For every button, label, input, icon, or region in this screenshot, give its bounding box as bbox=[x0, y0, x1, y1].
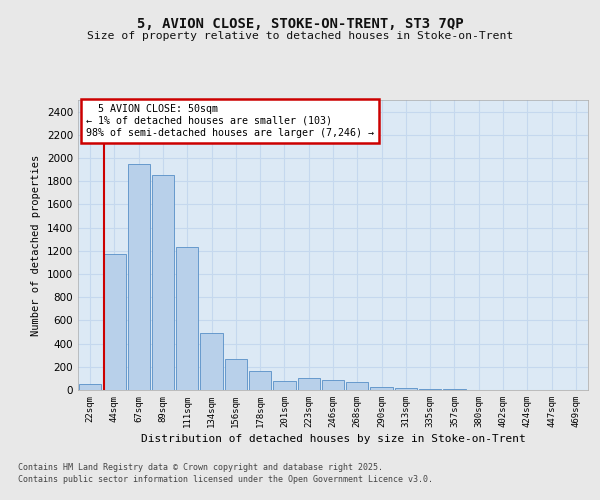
Bar bbox=[79, 384, 101, 390]
Bar bbox=[322, 380, 344, 390]
Text: 5, AVION CLOSE, STOKE-ON-TRENT, ST3 7QP: 5, AVION CLOSE, STOKE-ON-TRENT, ST3 7QP bbox=[137, 18, 463, 32]
Bar bbox=[128, 164, 150, 390]
X-axis label: Distribution of detached houses by size in Stoke-on-Trent: Distribution of detached houses by size … bbox=[140, 434, 526, 444]
Bar bbox=[176, 248, 199, 390]
Bar bbox=[103, 254, 125, 390]
Bar bbox=[298, 378, 320, 390]
Bar bbox=[224, 358, 247, 390]
Bar bbox=[346, 382, 368, 390]
Text: Size of property relative to detached houses in Stoke-on-Trent: Size of property relative to detached ho… bbox=[87, 31, 513, 41]
Text: Contains HM Land Registry data © Crown copyright and database right 2025.: Contains HM Land Registry data © Crown c… bbox=[18, 462, 383, 471]
Bar bbox=[200, 333, 223, 390]
Bar bbox=[395, 388, 417, 390]
Bar bbox=[370, 386, 393, 390]
Bar bbox=[152, 176, 174, 390]
Text: 5 AVION CLOSE: 50sqm
← 1% of detached houses are smaller (103)
98% of semi-detac: 5 AVION CLOSE: 50sqm ← 1% of detached ho… bbox=[86, 104, 374, 138]
Bar bbox=[273, 380, 296, 390]
Text: Contains public sector information licensed under the Open Government Licence v3: Contains public sector information licen… bbox=[18, 475, 433, 484]
Bar bbox=[419, 389, 442, 390]
Bar bbox=[249, 371, 271, 390]
Y-axis label: Number of detached properties: Number of detached properties bbox=[31, 154, 41, 336]
